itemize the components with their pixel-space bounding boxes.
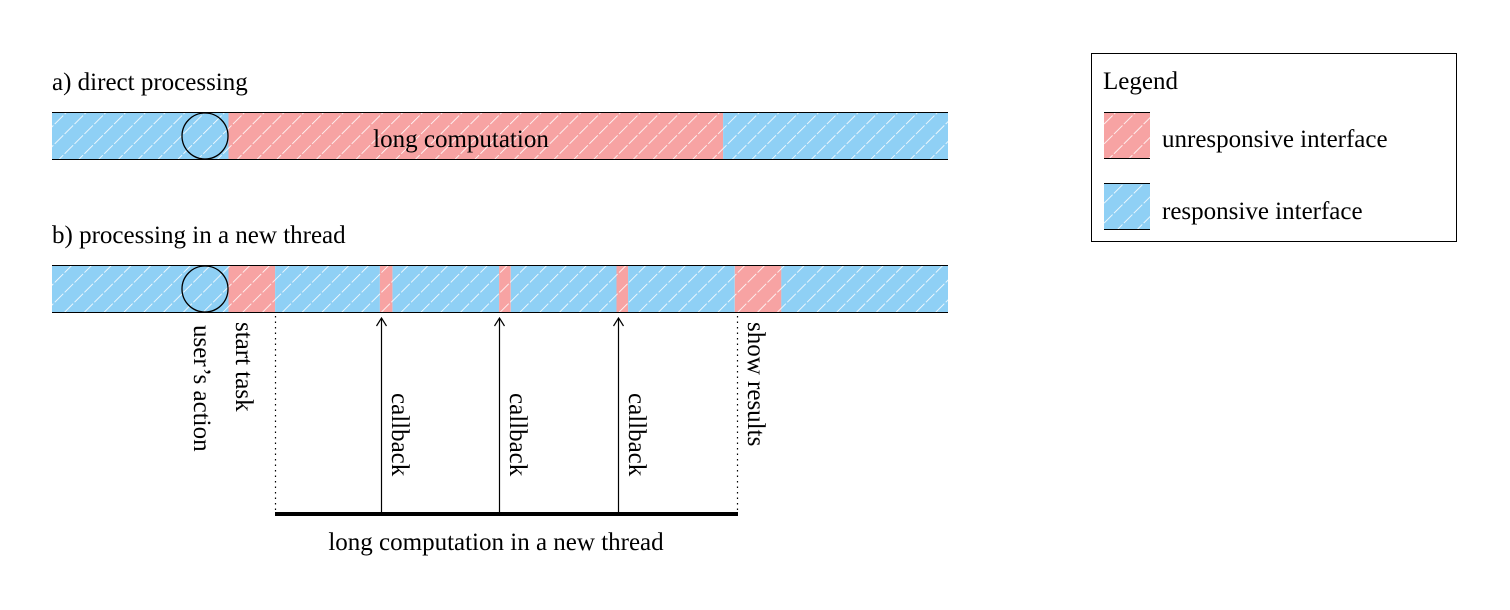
row-b-segment-unresponsive-4	[379, 266, 393, 313]
users-action-label: user’s action	[188, 325, 215, 452]
callback-label-3: callback	[623, 393, 650, 477]
row-a-segment-responsive-1	[52, 113, 229, 160]
legend-label-responsive: responsive interface	[1162, 198, 1363, 225]
row-a-segment-responsive-3	[723, 113, 948, 160]
row-b-segment-unresponsive-2	[228, 266, 276, 313]
row-b-segment-responsive-5	[392, 266, 500, 313]
row-b-segment-unresponsive-8	[616, 266, 629, 313]
legend-label-unresponsive: unresponsive interface	[1162, 126, 1388, 153]
row-b-segment-unresponsive-10	[734, 266, 782, 313]
row-a-segment-unresponsive-2	[228, 113, 724, 160]
row-b-segment-responsive-1	[52, 266, 229, 313]
row-a-timeline	[52, 113, 948, 160]
row-b-timeline	[52, 266, 948, 313]
legend: Legend unresponsive interface responsive…	[1091, 53, 1457, 242]
thread-label: long computation in a new thread	[328, 529, 664, 556]
row-b-segment-responsive-9	[628, 266, 735, 313]
callback-label-2: callback	[504, 393, 531, 477]
row-b-segment-responsive-11	[781, 266, 948, 313]
callback-label-1: callback	[386, 393, 413, 477]
show-results-label: show results	[742, 322, 769, 446]
row-b-segment-responsive-3	[275, 266, 380, 313]
start-task-label: start task	[230, 322, 257, 412]
legend-swatch-responsive	[1104, 183, 1150, 230]
row-a-bar-label: long computation	[373, 126, 549, 153]
row-a-title: a) direct processing	[52, 69, 248, 96]
row-b-user-action-marker	[181, 265, 229, 313]
row-a-user-action-marker	[181, 112, 229, 160]
row-b-segment-unresponsive-6	[499, 266, 511, 313]
legend-swatch-unresponsive	[1104, 112, 1150, 159]
legend-title: Legend	[1103, 68, 1178, 95]
legend-frame	[1091, 53, 1457, 242]
row-b-title: b) processing in a new thread	[52, 222, 346, 249]
row-b-segment-responsive-7	[510, 266, 617, 313]
